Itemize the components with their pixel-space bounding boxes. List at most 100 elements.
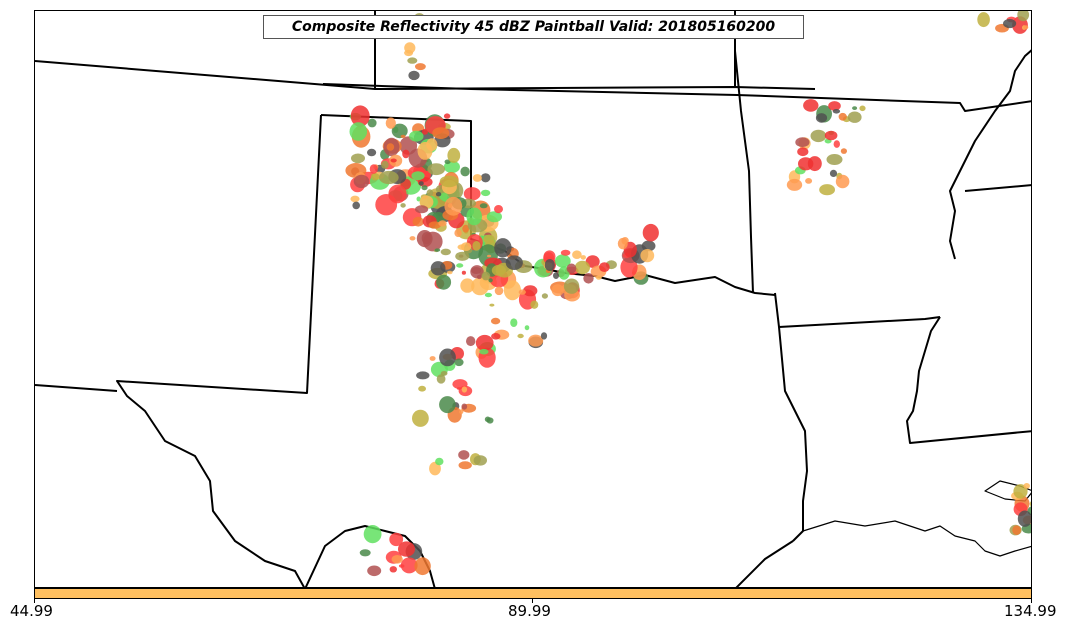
reflectivity-blob	[429, 356, 436, 361]
reflectivity-blob	[560, 249, 571, 256]
reflectivity-blob	[544, 259, 555, 271]
reflectivity-blob	[388, 184, 407, 204]
reflectivity-blob	[574, 260, 591, 275]
reflectivity-blob	[480, 189, 491, 197]
reflectivity-blob	[352, 201, 361, 210]
reflectivity-blob	[369, 164, 378, 174]
reflectivity-blob	[1017, 510, 1031, 527]
reflectivity-blob	[786, 178, 803, 191]
reflectivity-blob	[412, 409, 429, 427]
reflectivity-blob	[454, 229, 462, 238]
reflectivity-blob	[454, 358, 464, 367]
reflectivity-blob	[421, 185, 428, 191]
reflectivity-blob	[400, 557, 418, 574]
reflectivity-blob	[541, 293, 548, 299]
reflectivity-blob	[418, 385, 426, 392]
reflectivity-blob	[421, 128, 429, 135]
reflectivity-blob	[427, 163, 446, 176]
reflectivity-blob	[429, 461, 441, 476]
reflectivity-blob	[428, 221, 441, 229]
border-co-nm	[35, 384, 118, 392]
border-co-ks-north	[35, 60, 816, 90]
reflectivity-blob	[435, 192, 442, 197]
reflectivity-blob	[835, 174, 850, 189]
reflectivity-blob	[363, 525, 382, 544]
reflectivity-paintballs	[345, 11, 1031, 577]
reflectivity-blob	[385, 117, 396, 129]
reflectivity-blob	[463, 187, 481, 201]
reflectivity-blob	[371, 173, 380, 181]
reflectivity-blob	[439, 175, 459, 188]
reflectivity-blob	[1012, 525, 1021, 535]
reflectivity-blob	[419, 195, 434, 209]
reflectivity-blob	[466, 336, 476, 347]
reflectivity-blob	[367, 148, 377, 157]
reflectivity-blob	[551, 284, 564, 297]
reflectivity-blob	[408, 70, 420, 81]
reflectivity-blob	[572, 250, 582, 259]
reflectivity-blob	[583, 273, 594, 284]
reflectivity-blob	[470, 265, 484, 279]
reflectivity-blob	[389, 566, 397, 573]
border-tn	[964, 184, 1031, 192]
reflectivity-blob	[840, 148, 848, 154]
texas-coast	[735, 540, 794, 587]
reflectivity-blob	[400, 134, 406, 138]
reflectivity-blob	[805, 178, 813, 184]
reflectivity-blob	[418, 181, 424, 186]
reflectivity-blob	[494, 286, 504, 296]
reflectivity-blob	[415, 63, 426, 71]
reflectivity-blob	[815, 113, 828, 123]
reflectivity-blob	[389, 532, 404, 547]
reflectivity-blob	[407, 57, 418, 64]
reflectivity-blob	[641, 240, 656, 252]
reflectivity-blob	[416, 371, 430, 380]
reflectivity-blob	[444, 196, 463, 216]
map-panel	[34, 10, 1032, 588]
colorbar-label-mid: 89.99	[508, 602, 551, 620]
reflectivity-blob	[510, 318, 518, 328]
reflectivity-blob	[472, 174, 482, 182]
reflectivity-blob	[438, 220, 447, 227]
reflectivity-blob	[833, 140, 840, 148]
border-mo-ar	[734, 50, 754, 294]
reflectivity-blob	[480, 173, 491, 183]
reflectivity-blob	[819, 184, 835, 196]
reflectivity-blob	[409, 236, 416, 241]
reflectivity-blob	[461, 403, 468, 410]
colorbar-label-max: 134.99	[1004, 602, 1057, 620]
reflectivity-blob	[444, 159, 451, 165]
border-ar-la	[774, 292, 941, 328]
reflectivity-blob	[489, 303, 495, 307]
reflectivity-blob	[359, 549, 371, 557]
reflectivity-blob	[1017, 11, 1030, 22]
reflectivity-blob	[458, 450, 470, 460]
colorbar-tick-mid	[532, 599, 533, 603]
reflectivity-blob	[447, 147, 461, 163]
reflectivity-blob	[617, 237, 628, 250]
reflectivity-blob	[415, 205, 429, 214]
reflectivity-blob	[491, 333, 501, 340]
reflectivity-blob	[461, 270, 466, 275]
reflectivity-blob	[367, 118, 377, 128]
reflectivity-blob	[426, 189, 434, 197]
reflectivity-blob	[416, 196, 421, 202]
reflectivity-blob	[349, 122, 368, 141]
reflectivity-blob	[488, 278, 493, 283]
reflectivity-blob	[832, 109, 841, 114]
reflectivity-blob	[563, 278, 580, 294]
reflectivity-blob	[807, 156, 822, 172]
louisiana-coast	[802, 520, 1031, 557]
reflectivity-blob	[599, 262, 610, 272]
reflectivity-blob	[460, 242, 472, 252]
reflectivity-blob	[518, 289, 526, 295]
reflectivity-blob	[439, 396, 456, 414]
reflectivity-blob	[436, 274, 452, 290]
reflectivity-blob	[553, 272, 559, 279]
reflectivity-blob	[826, 154, 843, 165]
reflectivity-blob	[471, 277, 489, 296]
reflectivity-blob	[797, 147, 809, 157]
reflectivity-blob	[1023, 25, 1029, 30]
border-ms-river-north	[949, 49, 1031, 260]
reflectivity-blob	[353, 174, 370, 189]
